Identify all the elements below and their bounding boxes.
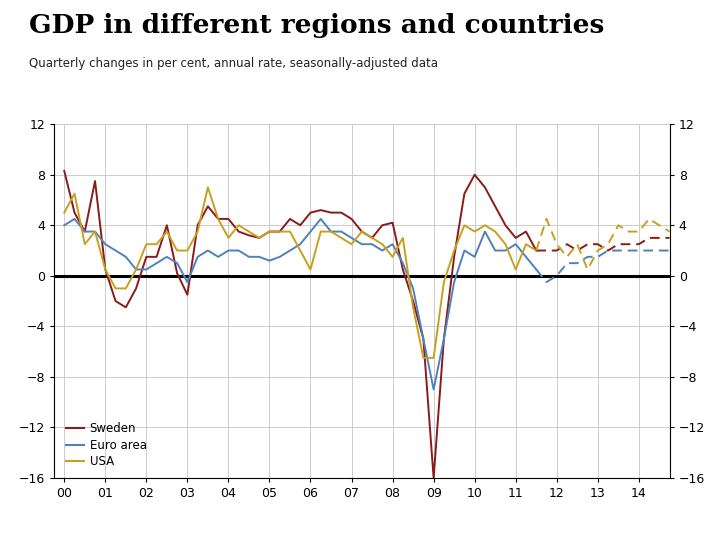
Text: SVERIGES: SVERIGES	[636, 34, 678, 43]
Text: RIKSBANK: RIKSBANK	[635, 47, 679, 56]
Text: Quarterly changes in per cent, annual rate, seasonally-adjusted data: Quarterly changes in per cent, annual ra…	[29, 57, 438, 70]
Legend: Sweden, Euro area, USA: Sweden, Euro area, USA	[66, 422, 147, 469]
Text: Sources: Bureau of Economic Analysis, Eurostat, Statistics Sweden and the Riksba: Sources: Bureau of Economic Analysis, Eu…	[124, 516, 596, 525]
Text: ✦✦✦: ✦✦✦	[645, 15, 669, 24]
Text: GDP in different regions and countries: GDP in different regions and countries	[29, 14, 604, 38]
